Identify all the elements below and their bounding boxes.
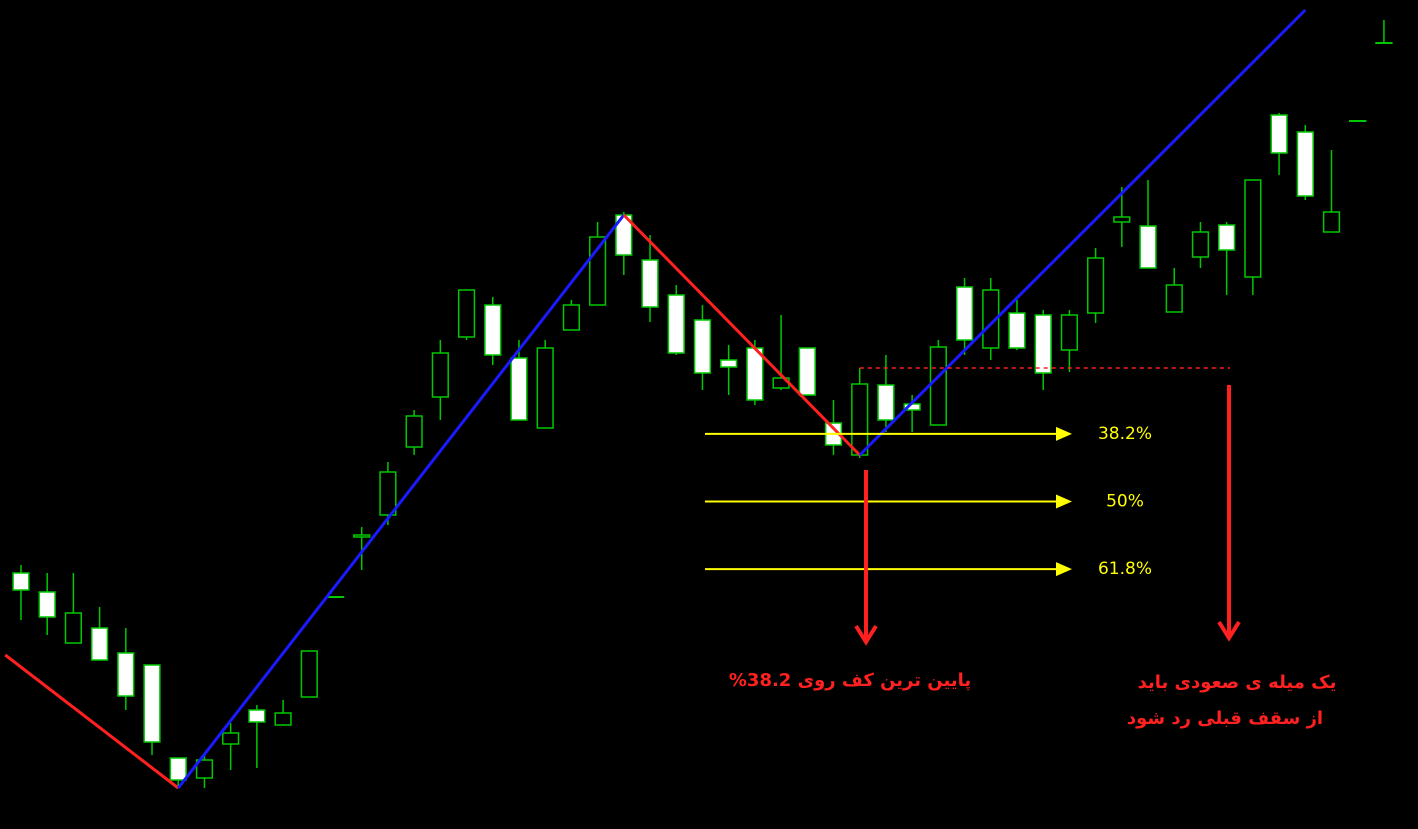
candle-body — [195, 759, 214, 779]
zigzag-segment — [177, 214, 625, 789]
annotation: یک میله ی صعودی باید — [1138, 672, 1337, 693]
candle-body — [169, 757, 187, 781]
candle-body — [1270, 114, 1288, 154]
fib-arrowhead — [1056, 494, 1072, 509]
candle-body — [667, 294, 685, 354]
arrow-head — [854, 624, 878, 646]
candle-body — [982, 289, 1000, 349]
candle-body — [798, 347, 816, 396]
candle-body — [1165, 284, 1183, 313]
candle-body — [562, 304, 581, 331]
candle-body — [248, 709, 266, 723]
candle-body — [1218, 224, 1236, 251]
candle-body — [405, 415, 423, 448]
annotation: پایین ترین کف روی 38.2% — [729, 670, 971, 691]
candle-body — [641, 259, 659, 308]
candle-body — [484, 304, 502, 356]
candle-body — [1034, 314, 1052, 374]
fib-label: 50% — [1106, 492, 1144, 512]
zigzag-segment — [4, 653, 180, 790]
candle-body — [720, 359, 738, 368]
fib-label: 61.8% — [1098, 559, 1152, 579]
zigzag-segment — [858, 8, 1307, 457]
fib-arrowhead — [1056, 562, 1072, 577]
annotation: از سقف قبلی رد شود — [1127, 708, 1323, 729]
candle-body — [1139, 225, 1157, 269]
candle-body — [222, 732, 240, 745]
fib-arrowhead — [1056, 426, 1072, 441]
candle-body — [929, 346, 947, 426]
candle-body — [1113, 216, 1131, 223]
candle-body — [536, 347, 554, 429]
candle-body — [1060, 314, 1079, 351]
candle-body — [379, 471, 397, 516]
candle-body — [1086, 257, 1105, 314]
fib-label: 38.2% — [1098, 424, 1152, 444]
candle-body — [353, 534, 371, 538]
candle-body — [1244, 179, 1262, 278]
candle-body — [510, 357, 528, 421]
candle-body — [955, 286, 974, 341]
candle-body — [1191, 231, 1210, 258]
candle-body — [12, 572, 30, 591]
candle-body — [851, 383, 869, 456]
candle-body — [117, 652, 135, 697]
zigzag-segment — [622, 213, 861, 457]
candle-body — [300, 650, 318, 698]
candle-body — [1322, 211, 1341, 233]
candle-body — [64, 612, 83, 644]
candle-body — [1008, 312, 1026, 349]
arrow-head — [1217, 620, 1241, 642]
candle-body — [877, 384, 895, 421]
candle-body — [38, 591, 56, 618]
candle-body — [693, 319, 712, 374]
candle-body — [431, 352, 449, 398]
candle-body — [274, 712, 292, 726]
candle-body — [1296, 131, 1314, 197]
candle-body — [143, 664, 161, 743]
candle-body — [457, 289, 476, 338]
candle-body — [90, 627, 109, 661]
